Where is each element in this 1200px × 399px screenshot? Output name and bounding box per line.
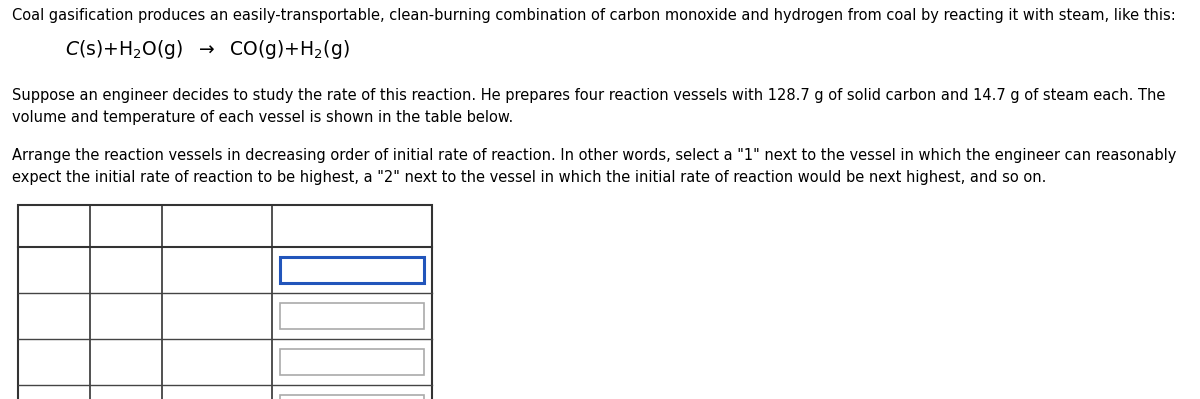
Text: ?: ? bbox=[288, 354, 296, 369]
Text: 260. °C: 260. °C bbox=[188, 354, 246, 369]
Text: C: C bbox=[49, 354, 59, 369]
Text: 260. °C: 260. °C bbox=[188, 308, 246, 324]
Text: B: B bbox=[49, 308, 59, 324]
Text: 1.0 L: 1.0 L bbox=[107, 263, 145, 277]
Text: ?: ? bbox=[288, 308, 296, 324]
Text: $C$(s)+H$_2$O(g)  $\rightarrow$  CO(g)+H$_2$(g): $C$(s)+H$_2$O(g) $\rightarrow$ CO(g)+H$_… bbox=[65, 38, 349, 61]
Text: Suppose an engineer decides to study the rate of this reaction. He prepares four: Suppose an engineer decides to study the… bbox=[12, 88, 1165, 124]
Text: A: A bbox=[49, 263, 59, 277]
Text: ?: ? bbox=[288, 263, 296, 277]
Text: volume: volume bbox=[95, 219, 157, 233]
Bar bbox=[280, 303, 424, 329]
Text: initial rate of
reaction: initial rate of reaction bbox=[296, 210, 408, 242]
Text: temperature: temperature bbox=[162, 219, 271, 233]
Bar bbox=[280, 395, 424, 399]
Text: vessel: vessel bbox=[28, 219, 80, 233]
Text: ∨: ∨ bbox=[409, 263, 419, 277]
Text: 260. °C: 260. °C bbox=[188, 263, 246, 277]
Text: Arrange the reaction vessels in decreasing order of initial rate of reaction. In: Arrange the reaction vessels in decreasi… bbox=[12, 148, 1176, 185]
Text: ∨: ∨ bbox=[409, 356, 419, 369]
Bar bbox=[280, 349, 424, 375]
Text: ∨: ∨ bbox=[409, 310, 419, 322]
Text: 4.0 L: 4.0 L bbox=[107, 354, 145, 369]
Bar bbox=[280, 257, 424, 283]
Text: 2.0 L: 2.0 L bbox=[107, 308, 145, 324]
Text: Coal gasification produces an easily-transportable, clean-burning combination of: Coal gasification produces an easily-tra… bbox=[12, 8, 1176, 23]
Bar bbox=[18, 205, 432, 399]
